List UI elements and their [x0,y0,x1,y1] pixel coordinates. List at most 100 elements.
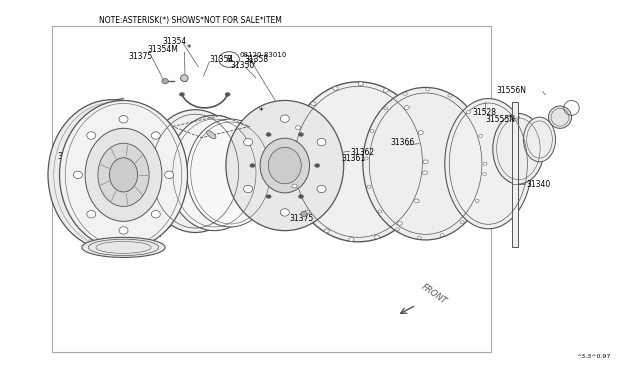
Ellipse shape [445,99,532,229]
Ellipse shape [305,210,310,214]
Ellipse shape [266,195,271,198]
Text: 31366M: 31366M [136,222,167,231]
Bar [52,26,491,352]
Text: 31375: 31375 [289,214,314,223]
Text: (8): (8) [246,57,257,64]
Text: *: * [187,44,191,53]
Text: 31354: 31354 [209,55,234,64]
Ellipse shape [440,234,444,237]
Text: *: * [259,107,264,116]
Text: 31364: 31364 [134,120,159,129]
Ellipse shape [207,131,216,139]
Text: 31341: 31341 [77,138,101,147]
Text: NOTE:ASTERISK(*) SHOWS*NOT FOR SALE*ITEM: NOTE:ASTERISK(*) SHOWS*NOT FOR SALE*ITEM [99,16,282,25]
Text: 31362: 31362 [351,148,375,157]
Ellipse shape [384,107,388,110]
Ellipse shape [483,162,487,165]
Ellipse shape [250,164,255,167]
Ellipse shape [524,117,556,162]
Ellipse shape [349,238,354,241]
Text: 31356: 31356 [146,214,170,223]
Ellipse shape [268,147,301,184]
Ellipse shape [298,195,303,198]
Text: 31354M: 31354M [147,45,178,54]
Ellipse shape [414,199,419,203]
Ellipse shape [363,87,488,240]
Ellipse shape [260,138,310,193]
Ellipse shape [266,133,271,137]
Ellipse shape [301,211,307,217]
Ellipse shape [244,185,253,193]
Text: 31354: 31354 [162,37,186,46]
Ellipse shape [164,171,173,179]
Text: 31375: 31375 [128,52,152,61]
Ellipse shape [448,94,452,97]
Text: 31362M: 31362M [131,230,162,239]
Ellipse shape [48,100,176,250]
Ellipse shape [151,211,160,218]
Ellipse shape [333,87,338,90]
Ellipse shape [418,131,423,134]
Ellipse shape [280,115,289,122]
Ellipse shape [151,132,160,139]
Ellipse shape [119,115,128,123]
Text: 08120-83010: 08120-83010 [239,52,287,58]
Ellipse shape [417,236,421,239]
Text: 31555N: 31555N [485,115,515,124]
Ellipse shape [85,128,162,221]
Ellipse shape [493,113,544,184]
Ellipse shape [87,211,96,218]
Text: ^3.3^0.97: ^3.3^0.97 [576,354,611,359]
Ellipse shape [296,126,301,129]
Text: 31528: 31528 [472,108,497,117]
Ellipse shape [422,171,428,174]
Ellipse shape [109,158,138,192]
Ellipse shape [426,88,429,91]
Ellipse shape [367,185,371,188]
Ellipse shape [396,228,399,231]
Ellipse shape [187,119,274,227]
Ellipse shape [460,221,464,224]
Ellipse shape [60,100,188,249]
Ellipse shape [317,138,326,146]
Ellipse shape [168,115,261,231]
Text: B: B [227,55,232,64]
Text: 31350: 31350 [230,61,255,70]
Ellipse shape [358,82,364,86]
Text: 31358: 31358 [146,207,170,216]
Text: 31361: 31361 [342,154,366,163]
Ellipse shape [548,106,572,128]
Ellipse shape [467,110,470,113]
Text: 31365P: 31365P [128,114,157,123]
Ellipse shape [244,138,253,146]
Ellipse shape [317,185,326,193]
Ellipse shape [98,143,149,206]
Text: 31366: 31366 [390,138,415,147]
Ellipse shape [292,184,297,188]
Ellipse shape [82,237,165,257]
Ellipse shape [370,129,374,132]
Ellipse shape [289,154,294,158]
Ellipse shape [483,173,486,176]
Ellipse shape [298,133,303,137]
Text: 31340: 31340 [526,180,550,189]
Text: 31556N: 31556N [496,86,526,94]
Ellipse shape [403,92,407,95]
Ellipse shape [479,134,483,137]
Ellipse shape [476,199,479,202]
Ellipse shape [397,221,403,225]
Text: FRONT: FRONT [419,282,448,306]
Text: 31344: 31344 [58,152,82,161]
Bar [512,102,518,247]
Ellipse shape [119,227,128,234]
Ellipse shape [378,210,382,213]
Ellipse shape [225,93,230,96]
Ellipse shape [180,75,188,81]
Ellipse shape [87,132,96,139]
Ellipse shape [364,157,368,160]
Ellipse shape [74,171,83,179]
Ellipse shape [288,82,429,242]
Ellipse shape [383,89,388,92]
Ellipse shape [374,235,380,239]
Ellipse shape [145,110,245,232]
